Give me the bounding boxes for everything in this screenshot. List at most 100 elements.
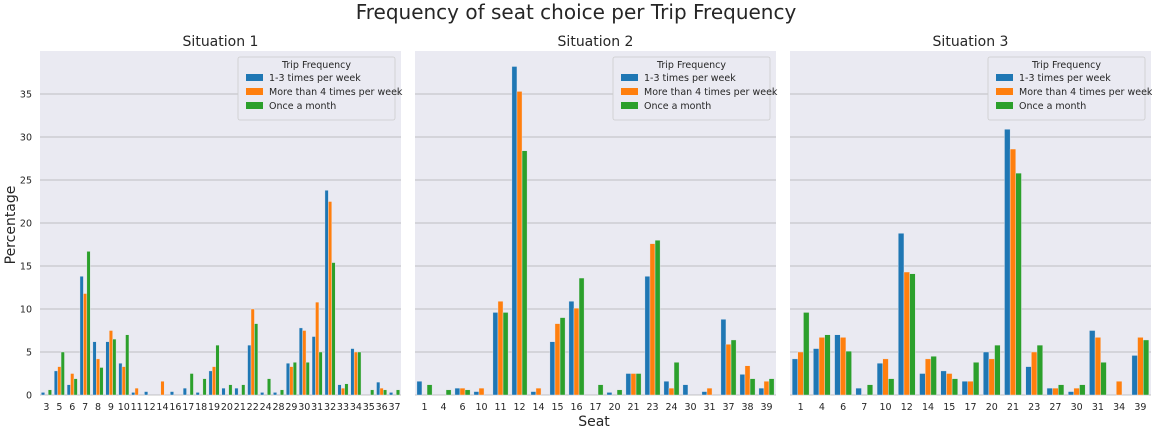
bar xyxy=(758,387,765,396)
bar xyxy=(654,239,661,396)
x-tick-label: 14 xyxy=(922,402,934,413)
bar xyxy=(160,381,165,396)
x-tick-label: 14 xyxy=(532,402,544,413)
x-tick-label: 17 xyxy=(964,402,976,413)
bar xyxy=(502,312,509,396)
bar xyxy=(118,362,123,396)
subplot-2: 1 4 6 10 11 12 14 15 16 17 20 21 23 24 30 31 37 38 39Situa… xyxy=(415,34,778,413)
bar xyxy=(280,389,284,396)
legend-swatch xyxy=(246,74,263,81)
x-tick-label: 31 xyxy=(1092,402,1104,413)
subplot-title: Situation 2 xyxy=(558,34,634,50)
bar xyxy=(328,201,333,396)
bar xyxy=(357,351,362,396)
bar xyxy=(1052,387,1059,396)
bar xyxy=(305,362,310,396)
bar xyxy=(903,271,910,396)
bar xyxy=(121,366,126,396)
x-tick-label: 9 xyxy=(108,402,114,413)
x-tick-label: 17 xyxy=(589,402,601,413)
bar xyxy=(286,362,290,396)
x-tick-label: 31 xyxy=(703,402,715,413)
bar xyxy=(341,387,345,396)
bar xyxy=(1094,337,1101,396)
bar xyxy=(1143,339,1150,396)
legend-box xyxy=(987,56,1146,121)
bar xyxy=(99,367,104,396)
legend-swatch xyxy=(621,74,638,81)
legend-swatch xyxy=(996,74,1013,81)
x-tick-label: 11 xyxy=(494,402,506,413)
bar xyxy=(331,262,336,396)
bar xyxy=(370,389,375,396)
bar xyxy=(973,362,980,396)
bar xyxy=(459,387,466,396)
x-tick-label: 1 xyxy=(798,402,804,413)
bar xyxy=(573,307,580,396)
bar xyxy=(1004,129,1011,396)
x-tick-label: 36 xyxy=(376,402,388,413)
bar xyxy=(131,392,136,396)
bar xyxy=(720,319,727,396)
bar xyxy=(930,356,937,396)
y-axis-label: Percentage xyxy=(3,186,19,265)
x-tick-label: 4 xyxy=(440,402,446,413)
bar xyxy=(1031,351,1038,396)
bar xyxy=(353,351,358,396)
bar xyxy=(763,381,770,396)
bar xyxy=(389,392,394,396)
bar xyxy=(478,387,485,396)
x-tick-label: 24 xyxy=(665,402,677,413)
x-tick-label: 39 xyxy=(1134,402,1146,413)
x-tick-label: 6 xyxy=(840,402,846,413)
bar xyxy=(909,273,916,396)
x-tick-label: 18 xyxy=(195,402,207,413)
bar xyxy=(208,370,213,396)
x-tick-label: 8 xyxy=(95,402,101,413)
bar xyxy=(1015,172,1022,396)
x-tick-label: 10 xyxy=(880,402,892,413)
bar xyxy=(706,387,713,396)
bar xyxy=(195,392,200,396)
x-tick-label: 6 xyxy=(69,402,75,413)
x-tick-label: 20 xyxy=(986,402,998,413)
bar xyxy=(1036,344,1043,396)
bar xyxy=(535,387,542,396)
legend-box xyxy=(237,56,396,121)
bar xyxy=(967,381,974,396)
bar xyxy=(426,384,433,396)
legend-label: More than 4 times per week xyxy=(1019,87,1152,98)
bar xyxy=(315,301,320,396)
bar xyxy=(79,276,84,396)
legend-label: Once a month xyxy=(644,101,711,112)
bar xyxy=(845,350,852,396)
bar xyxy=(616,389,623,396)
bar xyxy=(1100,362,1107,396)
legend: Trip Frequency 1-3 times per week More tha… xyxy=(237,56,403,121)
bar xyxy=(668,387,675,396)
bar xyxy=(212,366,216,396)
bar xyxy=(1079,384,1086,396)
legend-label: Once a month xyxy=(1019,101,1086,112)
bar xyxy=(597,384,604,396)
x-tick-label: 24 xyxy=(260,402,272,413)
bar xyxy=(606,392,613,396)
bar xyxy=(112,338,117,396)
bar xyxy=(730,339,737,396)
legend: Trip Frequency 1-3 times per week More tha… xyxy=(987,56,1152,121)
bar xyxy=(673,362,680,396)
bar xyxy=(454,387,461,396)
bar xyxy=(134,387,139,396)
legend-label: Once a month xyxy=(269,101,336,112)
bar xyxy=(791,358,798,396)
bar xyxy=(60,351,65,396)
bar xyxy=(554,323,561,396)
bar xyxy=(53,370,58,396)
bar xyxy=(125,334,130,396)
x-tick-label: 17 xyxy=(182,402,194,413)
legend-swatch xyxy=(996,102,1013,109)
subplot-3: 1 4 6 7 10 12 14 15 17 20 21 23 27 30 31 34 39Situation … xyxy=(790,34,1152,413)
